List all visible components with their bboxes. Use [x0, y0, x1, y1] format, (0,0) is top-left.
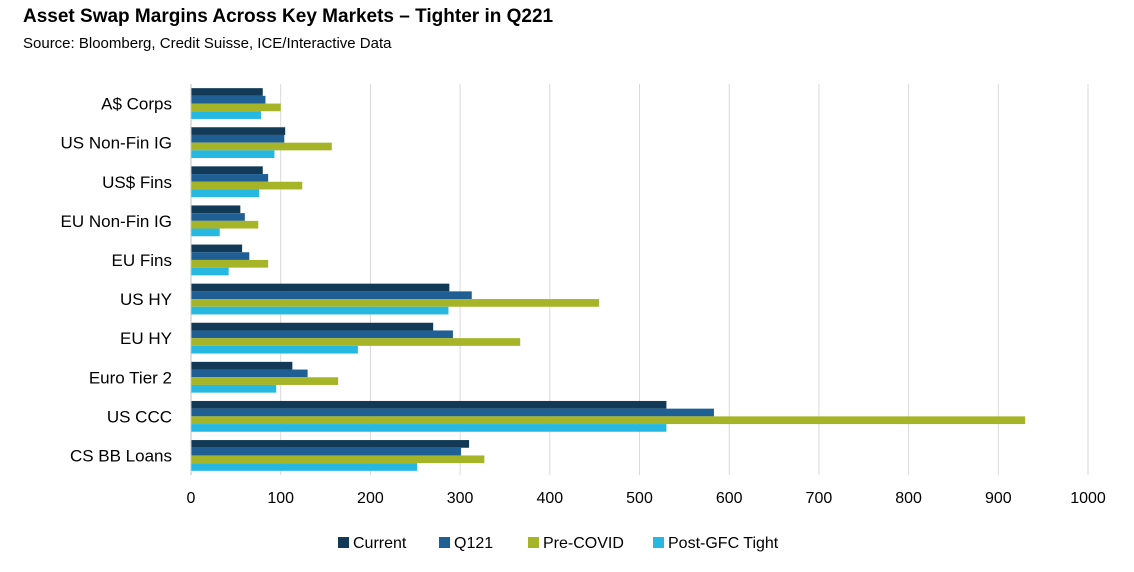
- bar-q121: [191, 330, 453, 339]
- bar-post-gfc-tight: [191, 345, 358, 354]
- bar-current: [191, 283, 450, 292]
- bar-pre-covid: [191, 455, 485, 464]
- x-tick-label: 400: [536, 490, 563, 507]
- category-label: EU Non-Fin IG: [61, 212, 172, 231]
- bar-pre-covid: [191, 220, 259, 229]
- bar-current: [191, 322, 434, 331]
- bar-post-gfc-tight: [191, 267, 229, 276]
- bar-post-gfc-tight: [191, 306, 449, 315]
- bar-pre-covid: [191, 103, 281, 112]
- bar-q121: [191, 369, 308, 378]
- bars: [191, 88, 1026, 471]
- bar-q121: [191, 447, 461, 456]
- chart-subtitle: Source: Bloomberg, Credit Suisse, ICE/In…: [23, 35, 392, 52]
- category-label: CS BB Loans: [70, 446, 172, 465]
- category-label: US HY: [120, 290, 172, 309]
- bar-current: [191, 361, 293, 370]
- bar-current: [191, 400, 667, 409]
- bar-pre-covid: [191, 416, 1026, 425]
- bar-q121: [191, 174, 269, 182]
- legend-swatch: [528, 537, 539, 548]
- bar-pre-covid: [191, 181, 303, 190]
- bar-pre-covid: [191, 259, 269, 268]
- bar-current: [191, 440, 470, 448]
- bar-pre-covid: [191, 377, 339, 385]
- category-label: US CCC: [107, 407, 172, 426]
- category-labels: A$ Corps US Non-Fin IG US$ Fins EU Non-Fin …: [61, 95, 172, 466]
- bar-post-gfc-tight: [191, 111, 261, 119]
- x-tick-label: 800: [895, 490, 922, 507]
- x-tick-label: 900: [985, 490, 1012, 507]
- bar-current: [191, 166, 263, 175]
- bar-post-gfc-tight: [191, 150, 275, 159]
- legend-swatch: [439, 537, 450, 548]
- legend: Current Q121 Pre-COVID Post-GFC Tight: [338, 535, 779, 552]
- bar-current: [191, 88, 263, 96]
- bar-q121: [191, 408, 714, 417]
- bar-pre-covid: [191, 299, 600, 307]
- x-tick-label: 300: [447, 490, 474, 507]
- bar-post-gfc-tight: [191, 189, 260, 198]
- legend-label: Current: [353, 535, 407, 552]
- bar-q121: [191, 213, 245, 221]
- x-tick-label: 500: [626, 490, 653, 507]
- category-label: US$ Fins: [102, 173, 172, 192]
- category-label: US Non-Fin IG: [61, 134, 172, 153]
- category-label: EU HY: [120, 329, 172, 348]
- bar-q121: [191, 134, 285, 143]
- bar-post-gfc-tight: [191, 384, 277, 393]
- bar-q121: [191, 252, 250, 260]
- category-label: EU Fins: [112, 251, 172, 270]
- chart-title: Asset Swap Margins Across Key Markets – …: [23, 6, 554, 27]
- legend-label: Post-GFC Tight: [668, 535, 779, 552]
- x-tick-label: 100: [267, 490, 294, 507]
- x-tick-label: 700: [806, 490, 833, 507]
- bar-current: [191, 244, 243, 253]
- bar-post-gfc-tight: [191, 424, 667, 432]
- legend-swatch: [338, 537, 349, 548]
- category-label: Euro Tier 2: [89, 368, 172, 387]
- x-tick-label: 0: [187, 490, 196, 507]
- legend-label: Pre-COVID: [543, 535, 624, 552]
- legend-label: Q121: [454, 535, 493, 552]
- bar-current: [191, 205, 241, 214]
- x-tick-label: 600: [716, 490, 743, 507]
- bar-post-gfc-tight: [191, 228, 220, 237]
- bar-pre-covid: [191, 338, 521, 346]
- bar-pre-covid: [191, 142, 332, 151]
- x-tick-labels: 0 100 200 300 400 500 600 700 800 900 1000: [187, 490, 1106, 507]
- bar-current: [191, 127, 286, 135]
- legend-swatch: [653, 537, 664, 548]
- bar-post-gfc-tight: [191, 463, 418, 471]
- bar-q121: [191, 95, 266, 104]
- bar-q121: [191, 291, 472, 300]
- category-label: A$ Corps: [101, 95, 172, 114]
- x-tick-label: 200: [357, 490, 384, 507]
- x-tick-label: 1000: [1070, 490, 1106, 507]
